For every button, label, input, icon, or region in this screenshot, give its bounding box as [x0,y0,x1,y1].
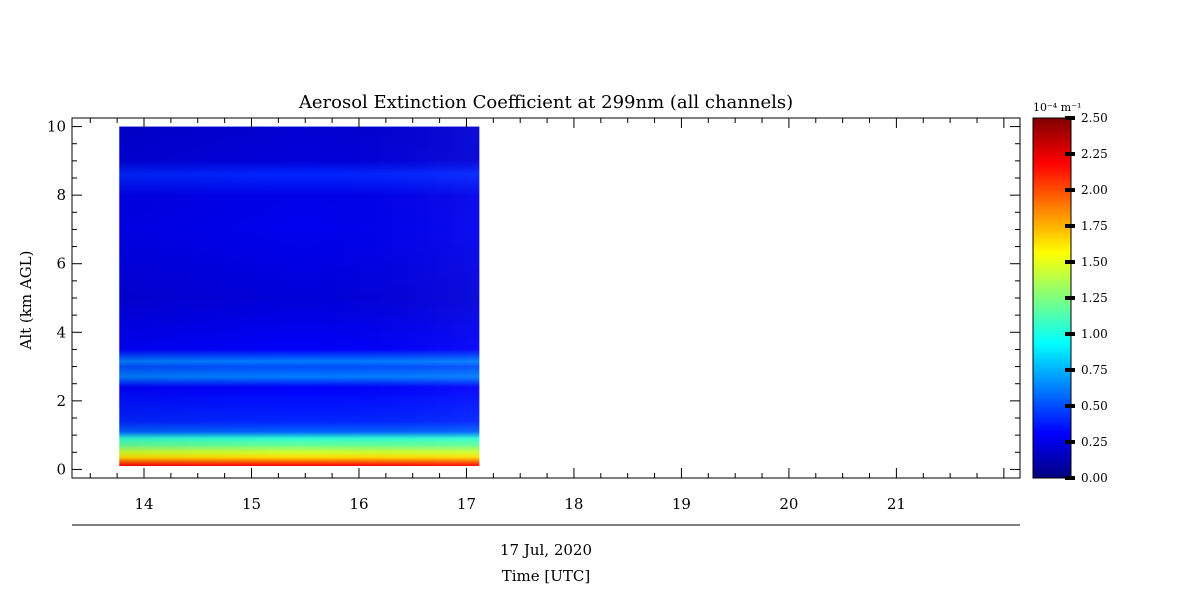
y-axis-label: Alt (km AGL) [17,251,35,351]
colorbar-tick-label: 1.25 [1081,291,1108,305]
y-tick-label: 6 [56,255,66,273]
y-tick-label: 10 [47,118,66,136]
colorbar-tick-label: 1.75 [1081,219,1108,233]
x-tick-label: 15 [242,495,261,513]
date-label: 17 Jul, 2020 [500,541,592,559]
colorbar [1032,117,1072,479]
colorbar-unit: 10⁻⁴ m⁻¹ [1033,101,1081,114]
colorbar-tick-label: 1.00 [1081,327,1108,341]
x-tick-label: 21 [887,495,906,513]
y-tick-label: 2 [56,392,66,410]
heatmap-shading [119,126,480,467]
colorbar-tick-label: 2.25 [1081,147,1108,161]
x-tick-label: 14 [134,495,153,513]
colorbar-tick-label: 0.00 [1081,471,1108,485]
x-axis-ticks: 14 15 16 17 18 19 20 21 [89,118,1005,513]
colorbar-tick-label: 0.25 [1081,435,1108,449]
chart-title: Aerosol Extinction Coefficient at 299nm … [298,92,793,113]
y-axis-ticks: 0 2 4 6 8 10 [47,118,1020,478]
colorbar-tick-label: 2.00 [1081,183,1108,197]
y-tick-label: 8 [56,186,66,204]
x-tick-label: 20 [779,495,798,513]
x-tick-label: 19 [672,495,691,513]
x-tick-label: 18 [564,495,583,513]
colorbar-tick-label: 0.50 [1081,399,1108,413]
y-tick-label: 0 [56,460,66,478]
colorbar-tick-label: 0.75 [1081,363,1108,377]
colorbar-ticks: 0.00 0.25 0.50 0.75 1.00 1.25 1.50 1.75 2.00 2.25… [1065,111,1108,485]
x-axis-label: Time [UTC] [502,567,591,585]
y-tick-label: 4 [56,323,66,341]
heatmap-layer [119,126,480,467]
x-tick-label: 17 [457,495,476,513]
colorbar-tick-label: 2.50 [1081,111,1108,125]
x-tick-label: 16 [349,495,368,513]
colorbar-tick-label: 1.50 [1081,255,1108,269]
